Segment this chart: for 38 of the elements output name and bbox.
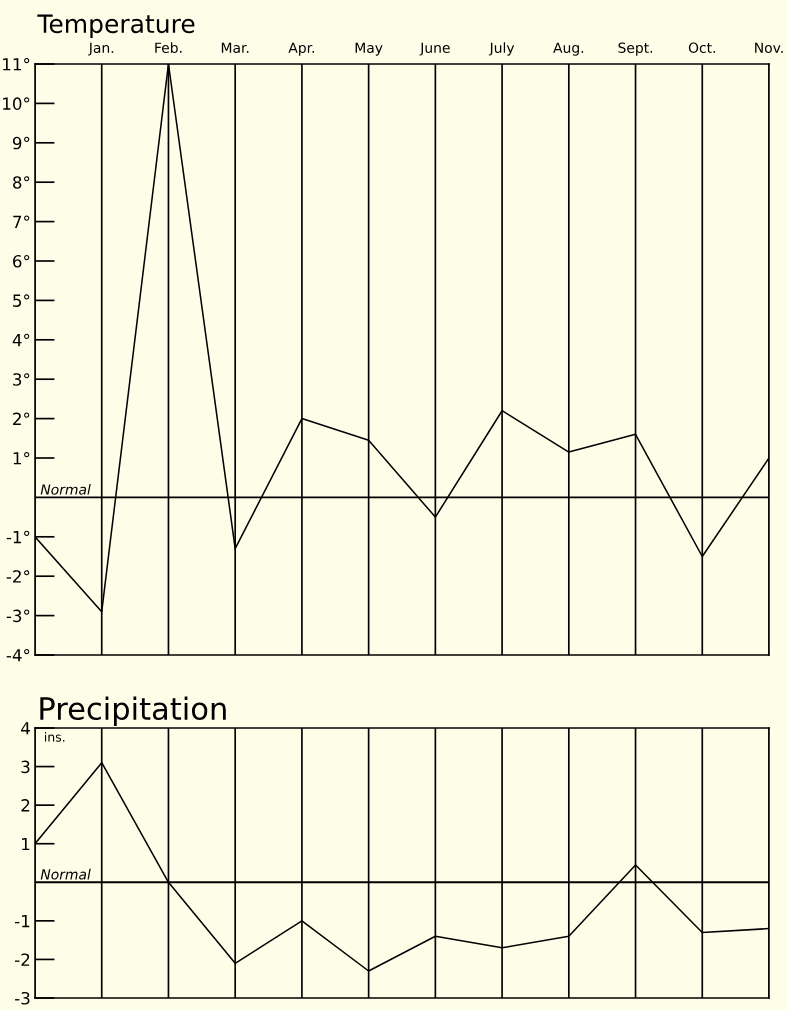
x-tick-label: July (488, 42, 515, 56)
chart-title: Temperature (37, 14, 195, 38)
y-tick-label: -2° (6, 570, 30, 583)
y-tick-label: 6° (13, 254, 30, 268)
y-tick-label: -1° (6, 530, 30, 544)
x-tick-label: Oct. (688, 42, 715, 53)
y-tick-label: 3° (13, 373, 30, 386)
y-tick-label: 4° (12, 333, 30, 347)
y-tick-label: 7° (13, 215, 30, 228)
y-tick-label: 10° (3, 97, 30, 110)
y-tick-label: 3 (21, 760, 30, 774)
y-tick-label: 9° (12, 136, 30, 150)
x-tick-label: Nov. (755, 42, 783, 53)
x-tick-label: June (419, 42, 450, 56)
x-tick-label: Sept. (618, 42, 653, 56)
x-tick-label: Mar. (221, 42, 249, 53)
y-tick-label: -4° (6, 648, 30, 662)
y-tick-label: -3° (6, 609, 30, 623)
x-tick-label: Feb. (155, 42, 182, 53)
x-tick-label: Aug. (553, 42, 584, 56)
y-tick-label: 1° (13, 451, 30, 465)
y-tick-label: 11° (3, 57, 30, 71)
y-tick-label: -2 (15, 953, 30, 966)
x-tick-label: May (355, 42, 383, 56)
ref-line-label: Normal (40, 483, 91, 495)
x-tick-label: Jan. (88, 42, 114, 56)
y-tick-label: 8° (13, 176, 30, 189)
y-tick-label: 4 (21, 722, 30, 735)
y-tick-label: 2 (21, 799, 30, 812)
y-tick-label: -3 (15, 991, 30, 1005)
ref-line-label: Normal (40, 868, 91, 880)
y-tick-label: 5° (13, 294, 30, 307)
chart-title: Precipitation (40, 696, 226, 726)
x-tick-label: Apr. (288, 42, 314, 56)
y-tick-label: -1 (15, 915, 30, 928)
annotation: ins. (44, 732, 65, 742)
y-tick-label: 1 (22, 837, 30, 851)
y-tick-label: 2° (13, 412, 30, 425)
